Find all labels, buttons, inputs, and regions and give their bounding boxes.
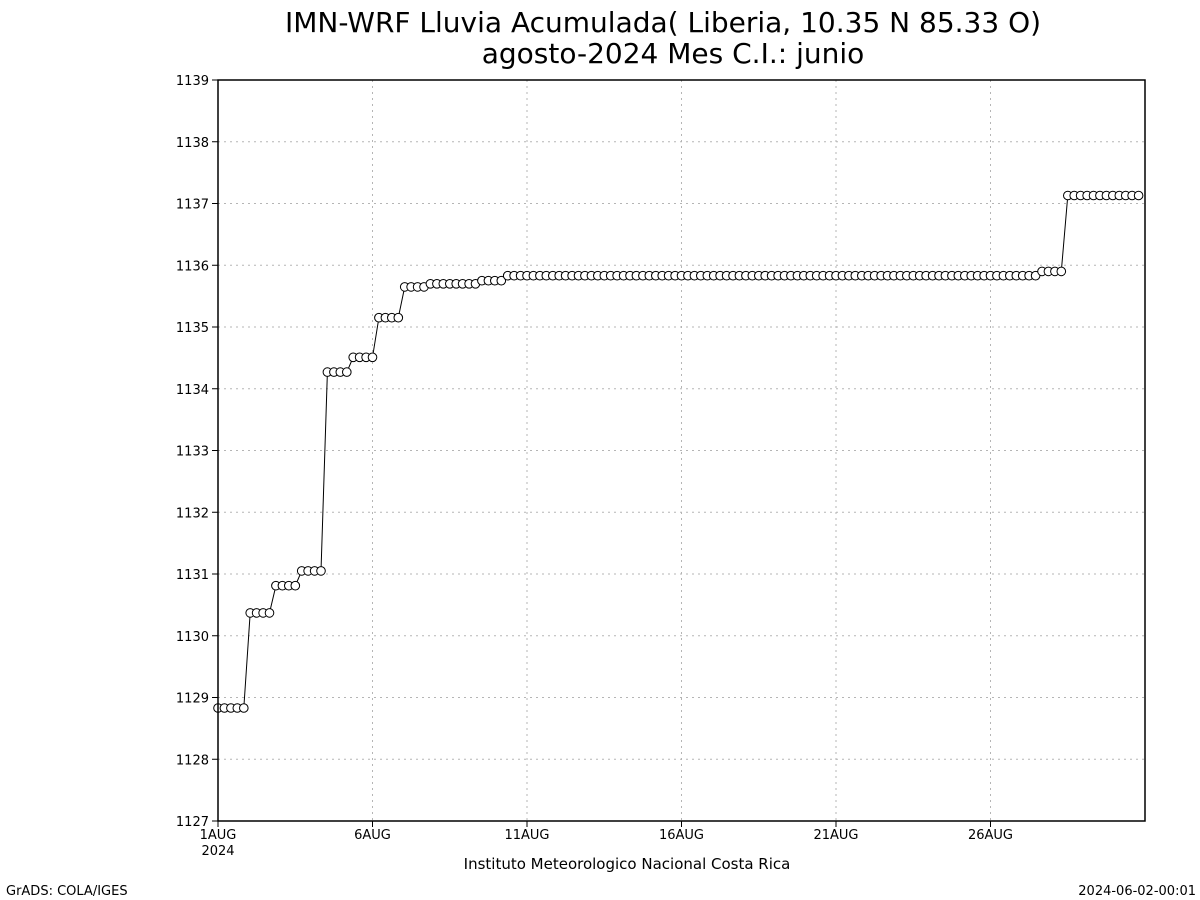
data-point <box>393 312 404 323</box>
x-tick-label: 21AUG <box>813 828 858 843</box>
x-axis-label: Instituto Meteorologico Nacional Costa R… <box>464 855 791 873</box>
data-point <box>1056 266 1067 277</box>
x-tick-label: 1AUG <box>200 828 237 843</box>
y-tick-label: 1134 <box>176 383 209 398</box>
footer-grads-credit: GrADS: COLA/IGES <box>6 884 128 899</box>
y-tick-label: 1127 <box>176 815 209 830</box>
chart-title: IMN-WRF Lluvia Acumulada( Liberia, 10.35… <box>285 6 1041 39</box>
y-tick-label: 1136 <box>176 259 209 274</box>
x-tick-label: 16AUG <box>659 828 704 843</box>
y-tick-label: 1137 <box>176 198 209 213</box>
data-point <box>496 275 507 286</box>
data-point <box>290 580 301 591</box>
data-point <box>264 608 275 618</box>
series-accumulated-rain <box>213 190 1144 713</box>
y-tick-label: 1131 <box>176 568 209 583</box>
data-point <box>316 566 326 576</box>
y-tick-label: 1133 <box>176 445 209 460</box>
y-tick-label: 1139 <box>176 74 209 89</box>
data-point <box>239 703 249 713</box>
y-tick-label: 1138 <box>176 136 209 151</box>
footer-timestamp: 2024-06-02-00:01 <box>1078 884 1196 899</box>
x-tick-label: 11AUG <box>504 828 549 843</box>
y-tick-label: 1135 <box>176 321 209 336</box>
x-tick-label: 6AUG <box>354 828 391 843</box>
data-point <box>342 367 352 377</box>
data-point <box>1133 190 1144 201</box>
x-tick-sublabel: 2024 <box>201 844 234 859</box>
gridlines <box>218 80 1145 821</box>
y-tick-label: 1129 <box>176 692 209 707</box>
y-axis: 1127 1128 1129 1130 1131 1132 1133 1134 1135 1136… <box>176 74 218 830</box>
y-tick-label: 1130 <box>176 630 209 645</box>
chart-subtitle: agosto-2024 Mes C.I.: junio <box>482 37 865 70</box>
x-tick-label: 26AUG <box>968 828 1013 843</box>
y-tick-label: 1128 <box>176 753 209 768</box>
plot-frame <box>217 79 1146 822</box>
data-point <box>367 352 378 363</box>
y-tick-label: 1132 <box>176 506 209 521</box>
